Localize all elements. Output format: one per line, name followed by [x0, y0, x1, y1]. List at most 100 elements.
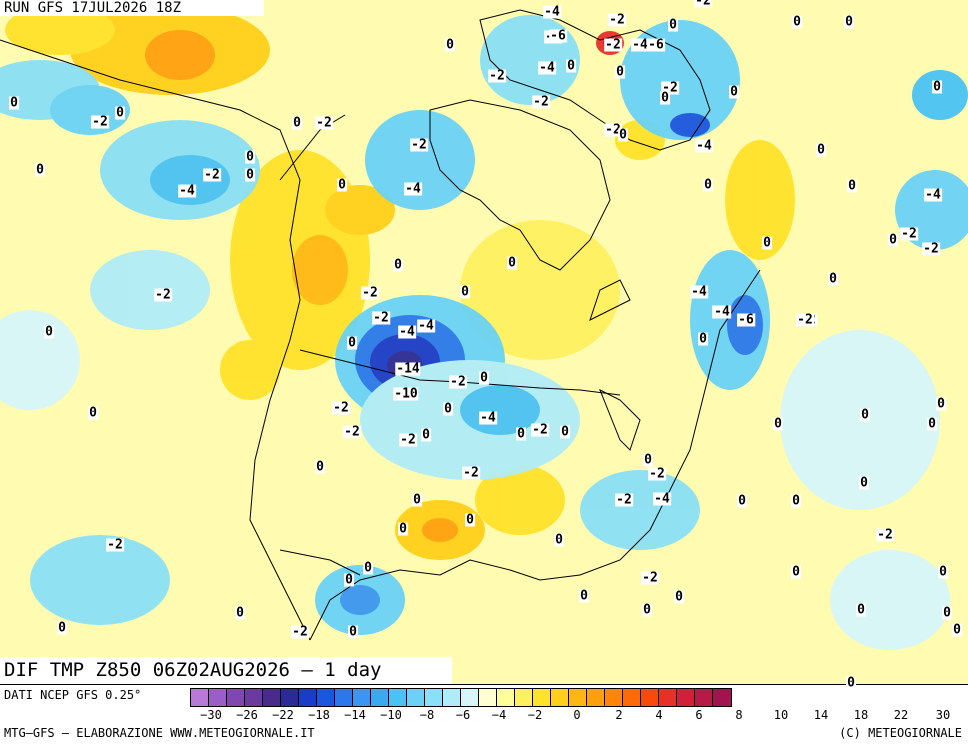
contour-value-label: -4: [653, 491, 671, 507]
legend-swatch: [461, 689, 479, 706]
legend-swatch: [443, 689, 461, 706]
credit-right-text: (C) METEOGIORNALE: [839, 726, 962, 740]
contour-value-label: 0: [791, 564, 801, 580]
contour-value-label: -6: [549, 28, 567, 44]
contour-value-label: 0: [642, 602, 652, 618]
legend-tick-label: 22: [893, 708, 909, 722]
contour-value-label: -2: [900, 226, 918, 242]
legend-tick-label: −4: [491, 708, 507, 722]
legend-swatch: [389, 689, 407, 706]
contour-value-label: 0: [566, 58, 576, 74]
contour-value-label: 0: [235, 605, 245, 621]
contour-value-label: 0: [846, 675, 856, 691]
contour-value-label: 0: [443, 401, 453, 417]
contour-value-label: 0: [337, 177, 347, 193]
legend-swatch: [677, 689, 695, 706]
contour-value-label: -4: [417, 318, 435, 334]
contour-value-label: -2: [641, 570, 659, 586]
contour-value-label: 0: [560, 424, 570, 440]
legend-swatch: [407, 689, 425, 706]
contour-value-label: 0: [856, 602, 866, 618]
legend-tick-label: −14: [344, 708, 366, 722]
legend-tick-label: 4: [655, 708, 663, 722]
contour-value-label: -4: [178, 183, 196, 199]
contour-value-label: 0: [9, 95, 19, 111]
contour-value-label: 0: [668, 17, 678, 33]
legend-swatch: [191, 689, 209, 706]
legend-tick-label: 18: [853, 708, 869, 722]
contour-value-label: -2: [488, 68, 506, 84]
legend-tick-label: 10: [773, 708, 789, 722]
contour-value-label: -2: [922, 241, 940, 257]
contour-value-label: -2: [531, 422, 549, 438]
contour-value-label: 0: [398, 521, 408, 537]
field-title: DIF TMP Z850 06Z02AUG2026 – 1 day: [0, 657, 452, 684]
contour-value-label: 0: [348, 624, 358, 640]
credit-left-text: MTG–GFS – ELABORAZIONE WWW.METEOGIORNALE…: [4, 726, 315, 740]
legend-tick-label: 30: [935, 708, 951, 722]
legend-swatch: [605, 689, 623, 706]
legend-swatch: [569, 689, 587, 706]
contour-value-label: -2: [203, 167, 221, 183]
legend-tick-label: −8: [419, 708, 435, 722]
contour-value-label: 0: [445, 37, 455, 53]
contour-value-label: -2: [361, 285, 379, 301]
warm-anomaly-areas: [5, 5, 795, 560]
contour-value-label: 0: [465, 512, 475, 528]
legend-swatch: [623, 689, 641, 706]
contour-value-label: 0: [245, 149, 255, 165]
legend-swatch: [371, 689, 389, 706]
contour-value-label: -2: [372, 310, 390, 326]
legend-swatch: [515, 689, 533, 706]
contour-value-label: -2: [154, 287, 172, 303]
legend-tick-label: −26: [236, 708, 258, 722]
legend-swatch: [335, 689, 353, 706]
contour-value-label: 0: [615, 64, 625, 80]
contour-value-label: 0: [421, 427, 431, 443]
contour-value-label: -2: [462, 465, 480, 481]
cool-anomaly-areas: [0, 15, 968, 650]
legend-swatch: [353, 689, 371, 706]
contour-value-label: 0: [938, 564, 948, 580]
contour-value-label: 0: [932, 79, 942, 95]
legend-tick-label: −22: [272, 708, 294, 722]
contour-value-label: 0: [847, 178, 857, 194]
legend-swatch: [497, 689, 515, 706]
color-legend-bar: [190, 688, 732, 707]
contour-value-label: -4: [404, 181, 422, 197]
contour-value-label: 0: [57, 620, 67, 636]
contour-value-label: -2: [661, 80, 679, 96]
contour-value-label: 0: [660, 90, 670, 106]
contour-value-label: -2: [399, 432, 417, 448]
contour-value-label: 0: [844, 14, 854, 30]
contour-value-label: -2: [291, 624, 309, 640]
contour-value-label: -2: [648, 466, 666, 482]
legend-swatch: [713, 689, 731, 706]
map-panel: [0, 0, 968, 685]
contour-value-label: 0: [88, 405, 98, 421]
contour-value-label: 0: [507, 255, 517, 271]
contour-value-label: -2: [91, 114, 109, 130]
contour-value-label: 0: [927, 416, 937, 432]
contour-value-label: 0: [347, 335, 357, 351]
contour-value-label: 0: [35, 162, 45, 178]
legend-tick-label: −2: [527, 708, 543, 722]
legend-swatch: [551, 689, 569, 706]
contour-value-label: 0: [859, 475, 869, 491]
legend-tick-label: 14: [813, 708, 829, 722]
contour-value-label: -2: [608, 12, 626, 28]
contour-value-label: 0: [703, 177, 713, 193]
contour-value-label: 0: [460, 284, 470, 300]
legend-swatch: [425, 689, 443, 706]
temperature-anomaly-map: [0, 0, 968, 684]
legend-swatch: [263, 689, 281, 706]
contour-value-label: -2: [449, 374, 467, 390]
contour-value-label: 0: [773, 416, 783, 432]
contour-value-label: 0: [412, 492, 422, 508]
contour-value-label: 0: [245, 167, 255, 183]
legend-swatch: [227, 689, 245, 706]
contour-value-label: -4: [713, 304, 731, 320]
contour-value-label: 0: [315, 459, 325, 475]
contour-value-label: 0: [44, 324, 54, 340]
contour-value-label: 0: [643, 452, 653, 468]
